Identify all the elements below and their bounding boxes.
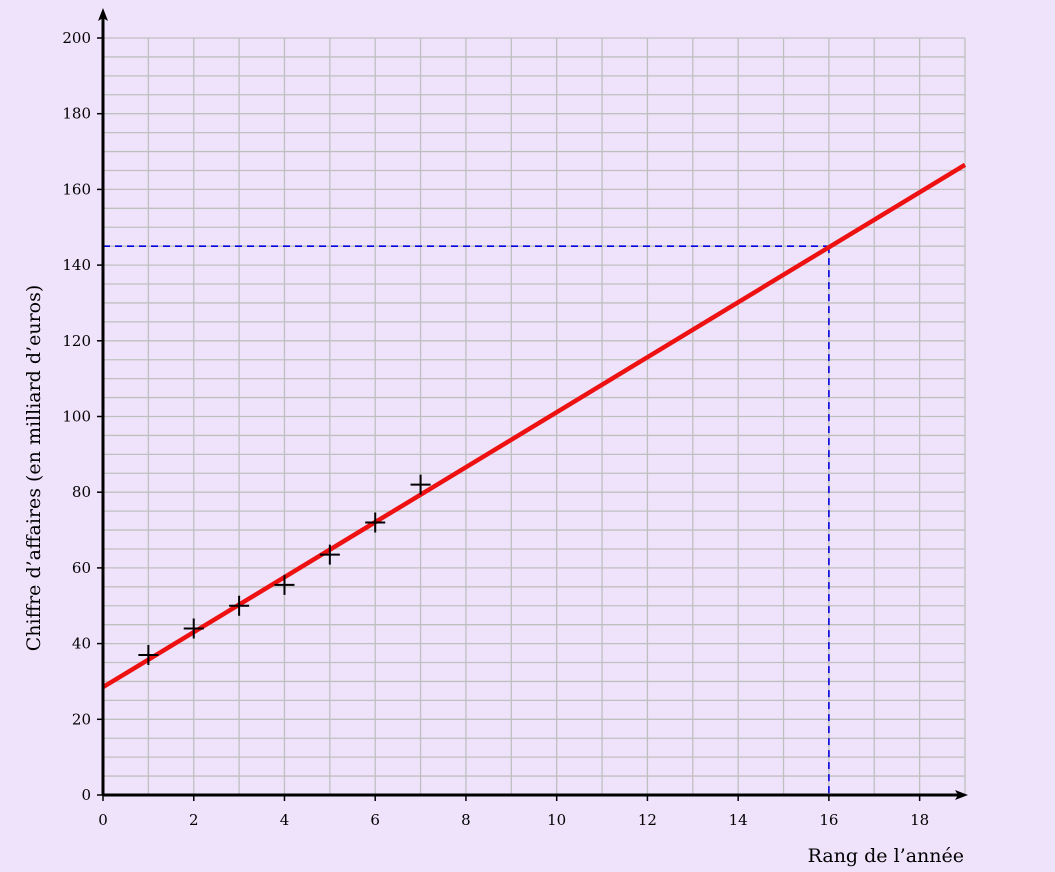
y-tick-label: 60 bbox=[72, 559, 91, 577]
tick-labels: 0 2 4 6 8 10 12 14 16 180204060801001201401601802… bbox=[62, 29, 929, 829]
data-point bbox=[138, 644, 159, 665]
x-tick-label: 14 bbox=[729, 811, 748, 829]
x-tick-label: 16 bbox=[819, 811, 838, 829]
data-point bbox=[274, 574, 295, 595]
regression-line bbox=[101, 162, 967, 690]
x-tick-label: 0 bbox=[98, 811, 108, 829]
x-tick-label: 18 bbox=[910, 811, 929, 829]
y-tick-label: 100 bbox=[62, 408, 91, 426]
data-points bbox=[138, 474, 431, 665]
x-tick-label: 10 bbox=[547, 811, 566, 829]
y-tick-label: 80 bbox=[72, 483, 91, 501]
x-axis-arrow bbox=[955, 790, 968, 800]
x-tick-label: 6 bbox=[370, 811, 380, 829]
projection-lines bbox=[103, 245, 830, 795]
y-tick-label: 140 bbox=[62, 256, 91, 274]
x-tick-label: 8 bbox=[461, 811, 471, 829]
x-tick-label: 2 bbox=[189, 811, 199, 829]
x-axis-title: Rang de l’année bbox=[808, 845, 964, 867]
y-axis-arrow bbox=[98, 8, 108, 21]
x-tick-label: 4 bbox=[280, 811, 290, 829]
y-tick-label: 120 bbox=[62, 332, 91, 350]
y-tick-label: 40 bbox=[72, 635, 91, 653]
y-axis-title: Chiffre d’affaires (en milliard d’euros) bbox=[23, 285, 45, 652]
regression-line-path bbox=[101, 162, 967, 690]
data-point bbox=[319, 544, 340, 565]
y-tick-label: 160 bbox=[62, 180, 91, 198]
data-point bbox=[410, 474, 431, 495]
y-tick-label: 200 bbox=[62, 29, 91, 47]
data-point bbox=[229, 595, 250, 616]
y-tick-label: 0 bbox=[81, 786, 91, 804]
data-point bbox=[183, 618, 204, 639]
grid bbox=[103, 37, 966, 795]
data-point bbox=[365, 512, 386, 533]
y-tick-label: 20 bbox=[72, 710, 91, 728]
y-tick-label: 180 bbox=[62, 105, 91, 123]
axes bbox=[98, 8, 968, 800]
x-tick-label: 12 bbox=[638, 811, 657, 829]
